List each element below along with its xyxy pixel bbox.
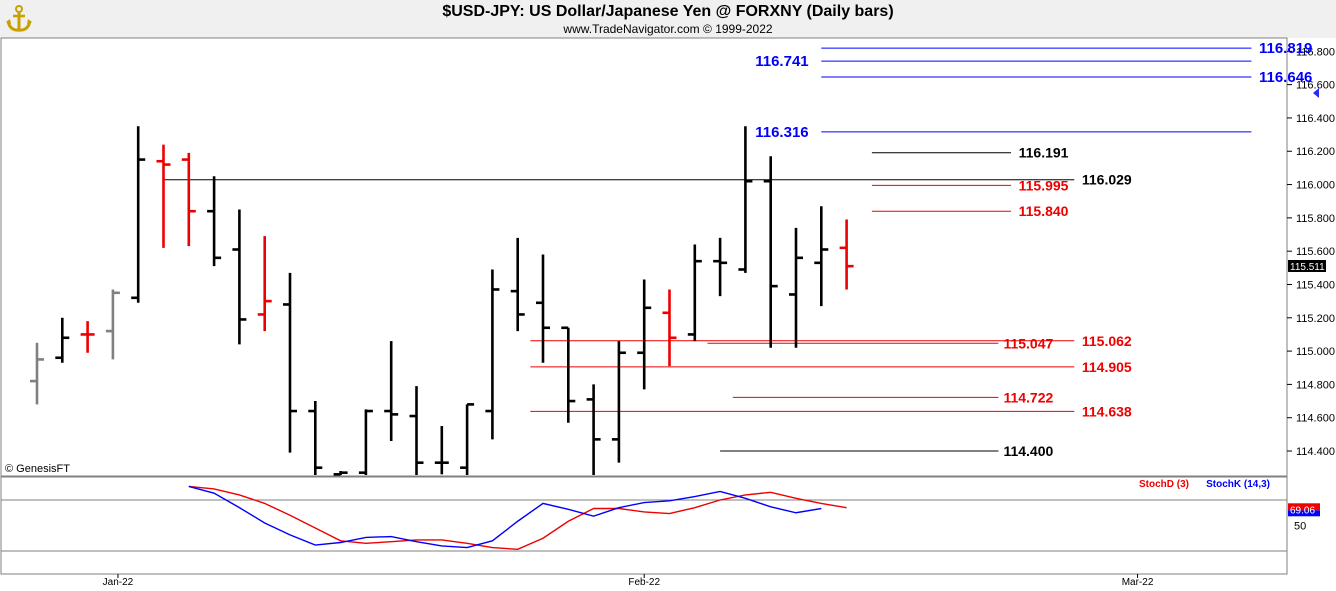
ohlc-bar: [434, 426, 449, 475]
level-label: 114.905: [1082, 359, 1132, 375]
ohlc-bar: [662, 289, 677, 367]
watermark: © GenesisFT: [5, 463, 70, 475]
level-label: 115.062: [1082, 333, 1132, 349]
ohlc-bar: [510, 237, 525, 332]
level-label: 115.995: [1019, 177, 1069, 193]
level-label: 115.047: [1003, 335, 1053, 351]
ohlc-bar: [713, 237, 728, 297]
ohlc-bar: [738, 126, 753, 273]
ohlc-bar: [460, 403, 475, 475]
level-label: 116.741: [755, 53, 808, 70]
ohlc-bar: [586, 384, 601, 475]
y-tick-label: 114.800: [1296, 379, 1335, 391]
level-label: 116.646: [1259, 69, 1312, 86]
y-tick-label: 115.600: [1296, 246, 1335, 258]
ohlc-bar: [485, 269, 500, 440]
ohlc-bar: [687, 244, 702, 342]
ohlc-bar: [358, 409, 373, 475]
price-axis: 114.400 114.600 114.800 115.000 115.200 115.4…: [1287, 46, 1335, 458]
chart-header: [0, 0, 1336, 38]
y-tick-label: 115.400: [1296, 279, 1335, 291]
chart-title: $USD-JPY: US Dollar/Japanese Yen @ FORXN…: [442, 3, 894, 20]
ohlc-bar: [611, 341, 626, 463]
anchor-logo-icon: [4, 3, 34, 33]
x-tick-label: Mar-22: [1122, 577, 1154, 588]
ohlc-bar: [232, 209, 247, 345]
support-resistance-levels: 116.819 116.741 116.646 116.316 116.191 116.0…: [163, 40, 1312, 459]
legend-stochd: StochD (3): [1139, 479, 1189, 490]
ohlc-bar: [283, 272, 297, 453]
y-tick-label: 114.400: [1296, 446, 1335, 458]
y-tick-label: 115.200: [1296, 313, 1335, 325]
stoch-last-box-red: [1288, 503, 1320, 511]
ohlc-bar: [131, 126, 146, 303]
y-tick-label: 116.400: [1296, 113, 1335, 125]
level-label: 116.819: [1259, 40, 1312, 57]
y-tick-label: 115.800: [1296, 213, 1335, 225]
ohlc-bar: [409, 386, 424, 475]
time-axis: Jan-22 Feb-22 Mar-22: [103, 574, 1154, 588]
stoch-tick-label: 50: [1294, 521, 1306, 533]
level-label: 114.722: [1003, 389, 1053, 405]
ohlc-bar: [536, 254, 550, 363]
level-label: 116.029: [1082, 172, 1132, 188]
ohlc-bar: [308, 401, 323, 475]
ohlc-bar: [105, 289, 120, 360]
chart-subtitle: www.TradeNavigator.com © 1999-2022: [563, 22, 773, 36]
legend-stochk: StochK (14,3): [1206, 479, 1270, 490]
x-tick-label: Jan-22: [103, 577, 134, 588]
stoch-series-line: [188, 485, 822, 549]
ohlc-bar: [637, 279, 652, 390]
y-tick-label: 116.000: [1296, 180, 1335, 192]
ohlc-bars: [30, 126, 854, 476]
level-label: 114.400: [1003, 443, 1053, 459]
ohlc-bar: [30, 342, 44, 405]
ohlc-bar: [763, 156, 778, 348]
last-price-label: 115.511: [1290, 262, 1325, 273]
stoch-axis: 50: [1, 499, 1306, 552]
ohlc-bar: [207, 176, 222, 267]
ohlc-bar: [257, 236, 272, 332]
stoch-last-label: 69.06: [1290, 505, 1315, 516]
stochastic-panel: 50 StochD (3) StochK (14,3) 69.06: [0, 476, 1320, 575]
ohlc-bar: [789, 227, 803, 348]
stoch-plot-area: [0, 476, 1288, 575]
last-price-marker: 115.511: [1288, 259, 1326, 273]
price-panel: 114.400 114.600 114.800 115.000 115.200 115.4…: [0, 37, 1335, 477]
level-label: 116.316: [755, 124, 808, 141]
scroll-right-icon[interactable]: [1313, 88, 1319, 98]
last-price-box: [1288, 259, 1326, 272]
level-label: 115.840: [1019, 203, 1069, 219]
ohlc-bar: [156, 144, 171, 248]
level-label: 116.191: [1019, 145, 1069, 161]
y-tick-label: 115.000: [1296, 346, 1335, 358]
y-tick-label: 116.600: [1296, 80, 1335, 92]
ohlc-bar: [839, 219, 854, 290]
stoch-last-value: 69.06: [1288, 503, 1320, 517]
y-tick-label: 116.200: [1296, 146, 1335, 158]
x-tick-label: Feb-22: [628, 577, 660, 588]
stoch-last-box-blue: [1288, 510, 1320, 517]
ohlc-bar: [384, 341, 399, 442]
level-label: 114.638: [1082, 403, 1132, 419]
ohlc-bar: [333, 471, 348, 476]
stoch-lines: [188, 485, 847, 551]
ohlc-bar: [181, 152, 196, 247]
y-tick-label: 116.800: [1296, 46, 1335, 58]
ohlc-bar: [561, 326, 576, 423]
y-tick-label: 114.600: [1296, 413, 1335, 425]
ohlc-bar: [55, 317, 70, 363]
ohlc-bar: [814, 206, 829, 307]
ohlc-bar: [80, 321, 95, 353]
